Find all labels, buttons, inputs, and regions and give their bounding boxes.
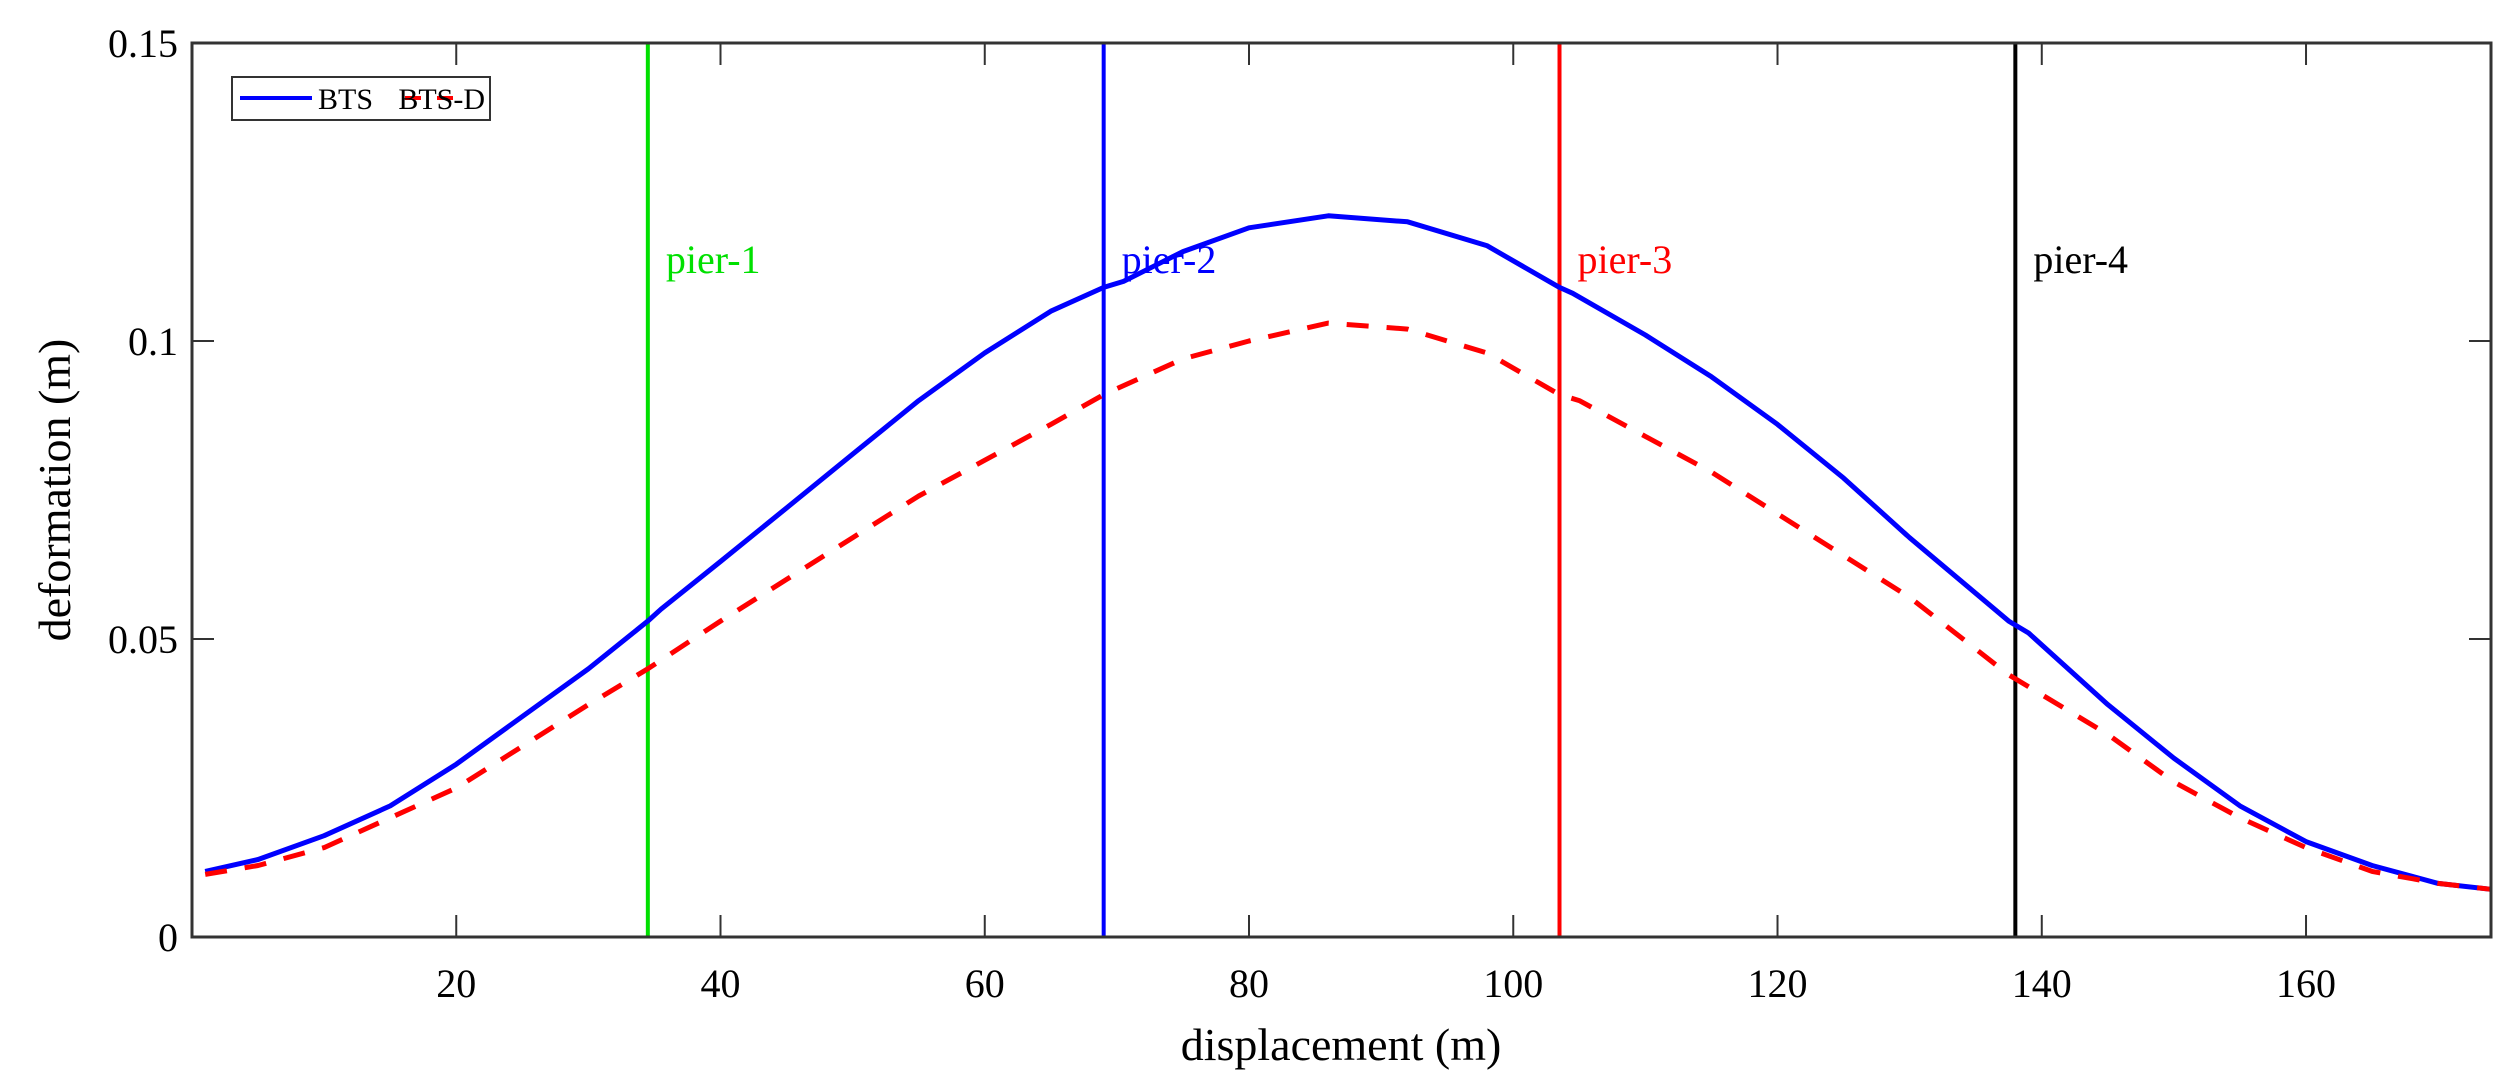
y-tick-label: 0 <box>158 915 178 960</box>
x-tick-label: 20 <box>436 961 476 1006</box>
y-tick-label: 0.15 <box>108 21 178 66</box>
pier-label-1: pier-1 <box>666 237 761 282</box>
legend: BTS BTS-D <box>231 76 491 121</box>
y-axis-label: deformation (m) <box>29 339 80 642</box>
x-tick-label: 100 <box>1483 961 1543 1006</box>
plot-frame <box>190 41 2493 939</box>
legend-label-bts-d: BTS-D <box>398 83 485 116</box>
legend-label-bts: BTS <box>318 83 373 116</box>
x-axis-label: displacement (m) <box>1181 1019 1502 1070</box>
x-tick-label: 140 <box>2012 961 2072 1006</box>
x-tick-label: 80 <box>1229 961 1269 1006</box>
y-tick-label: 0.1 <box>128 319 178 364</box>
x-tick-label: 160 <box>2276 961 2336 1006</box>
series-line-bts-d <box>204 320 2492 892</box>
series-line-bts <box>204 213 2492 892</box>
pier-label-3: pier-3 <box>1578 237 1673 282</box>
y-tick-label: 0.05 <box>108 617 178 662</box>
x-tick-label: 60 <box>965 961 1005 1006</box>
x-tick-label: 40 <box>701 961 741 1006</box>
x-tick-label: 120 <box>1748 961 1808 1006</box>
pier-label-4: pier-4 <box>2033 237 2128 282</box>
